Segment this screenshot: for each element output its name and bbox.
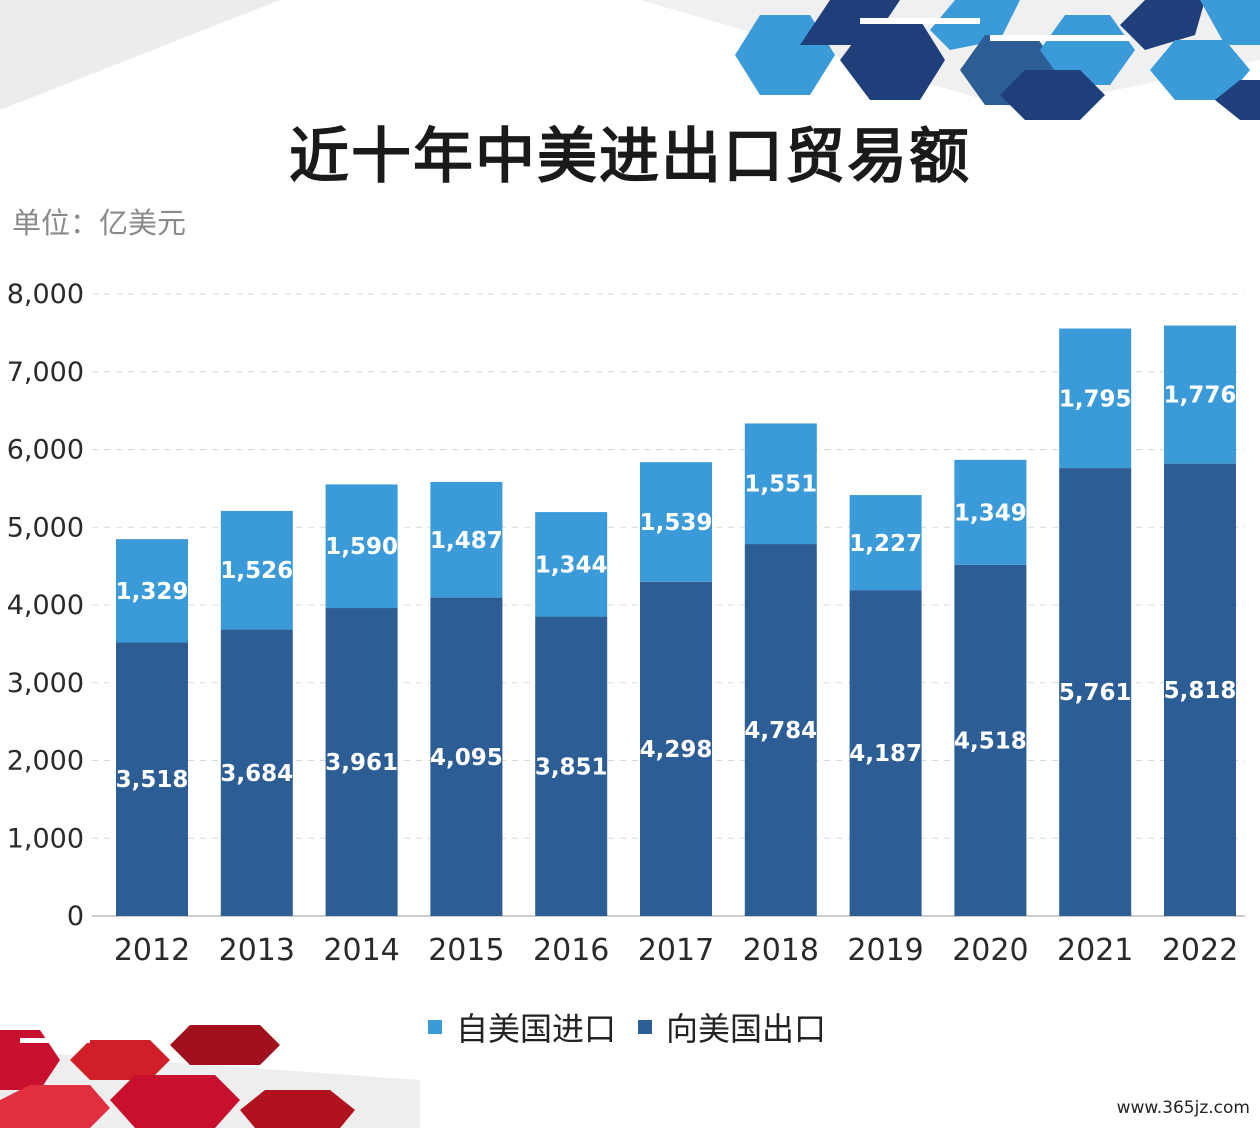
unit-label: 单位：亿美元 (12, 206, 187, 240)
data-label-export-2013: 3,684 (220, 761, 293, 787)
bar-import-2018 (744, 423, 817, 545)
x-tick-label: 2015 (428, 933, 504, 968)
top-left-grey-band (0, 0, 280, 110)
y-tick-label: 3,000 (7, 668, 84, 699)
bar-export-2012 (116, 642, 188, 916)
data-label-export-2014: 3,961 (325, 750, 398, 776)
bar-import-2021 (1059, 328, 1132, 469)
x-tick-label: 2017 (638, 933, 714, 968)
y-tick-label: 7,000 (7, 357, 84, 388)
x-tick-label: 2012 (114, 933, 190, 968)
data-label-export-2021: 5,761 (1059, 680, 1132, 706)
x-tick-label: 2022 (1162, 933, 1238, 968)
x-tick-label: 2013 (219, 933, 295, 968)
x-tick-label: 2021 (1057, 933, 1133, 968)
bar-import-2015 (430, 481, 503, 598)
data-label-export-2016: 3,851 (535, 754, 608, 780)
legend-swatch-import (428, 1020, 442, 1034)
bar-export-2017 (640, 581, 712, 916)
y-tick-label: 8,000 (7, 279, 84, 310)
bar-import-2019 (849, 495, 922, 591)
legend-item-export: 向美国出口 (638, 1004, 826, 1050)
data-label-export-2020: 4,518 (954, 728, 1027, 754)
bar-import-2017 (640, 462, 712, 582)
data-label-import-2013: 1,526 (220, 558, 293, 584)
data-label-import-2016: 1,344 (535, 552, 608, 578)
bar-export-2021 (1059, 468, 1132, 916)
data-label-export-2019: 4,187 (849, 741, 922, 767)
y-tick-label: 0 (67, 901, 84, 932)
data-label-import-2021: 1,795 (1059, 386, 1132, 412)
x-tick-label: 2018 (743, 933, 819, 968)
legend-label-export: 向美国出口 (666, 1010, 827, 1048)
legend: 自美国进口 向美国出口 (428, 1004, 848, 1050)
bars: 3,518 1,329 3,684 1,526 3,961 1,590 4,095 1,487… (116, 325, 1237, 916)
bar-export-2022 (1164, 463, 1236, 916)
y-tick-label: 1,000 (7, 823, 84, 854)
legend-swatch-export (638, 1020, 653, 1034)
data-label-export-2017: 4,298 (640, 737, 713, 763)
y-axis-ticks: 0 1,000 2,000 3,000 4,000 5,000 6,000 7,000 8,00… (7, 279, 84, 932)
data-label-import-2012: 1,329 (116, 579, 189, 605)
bar-import-2014 (325, 484, 398, 609)
data-label-import-2015: 1,487 (430, 528, 503, 554)
data-label-export-2015: 4,095 (430, 745, 503, 771)
legend-item-import: 自美国进口 (428, 1004, 616, 1050)
x-tick-label: 2019 (847, 933, 923, 968)
data-label-import-2018: 1,551 (744, 472, 817, 498)
bar-import-2022 (1164, 325, 1236, 464)
blue-hexagon-decoration (735, 0, 1260, 120)
bar-export-2016 (535, 616, 608, 916)
bar-export-2019 (849, 590, 922, 916)
watermark-text: www.365jz.com (1116, 1098, 1250, 1118)
x-axis-ticks: 2012 2013 2014 2015 2016 2017 2018 2019 2020 2021… (114, 933, 1238, 968)
data-label-import-2022: 1,776 (1164, 383, 1237, 409)
bar-import-2020 (954, 459, 1027, 565)
legend-label-import: 自美国进口 (456, 1010, 617, 1048)
y-tick-label: 2,000 (7, 746, 84, 777)
data-label-export-2022: 5,818 (1164, 678, 1237, 704)
data-label-export-2012: 3,518 (116, 767, 189, 793)
x-tick-label: 2016 (533, 933, 609, 968)
x-tick-label: 2014 (323, 933, 399, 968)
data-label-import-2019: 1,227 (849, 531, 922, 557)
data-label-import-2017: 1,539 (640, 510, 713, 536)
bar-export-2015 (430, 597, 503, 916)
x-tick-label: 2020 (952, 933, 1028, 968)
bar-export-2014 (325, 608, 398, 916)
chart-title: 近十年中美进出口贸易额 (289, 122, 971, 192)
y-tick-label: 5,000 (7, 512, 84, 543)
y-tick-label: 6,000 (7, 435, 84, 466)
data-label-import-2020: 1,349 (954, 500, 1027, 526)
bar-export-2013 (220, 629, 293, 916)
bar-import-2012 (116, 539, 188, 643)
bar-export-2018 (744, 544, 817, 916)
bar-import-2016 (535, 512, 608, 617)
bar-export-2020 (954, 564, 1027, 916)
red-hexagon-decoration (0, 1025, 355, 1128)
y-tick-label: 4,000 (7, 590, 84, 621)
data-label-export-2018: 4,784 (744, 718, 817, 744)
bar-import-2013 (220, 510, 293, 630)
data-label-import-2014: 1,590 (325, 534, 398, 560)
